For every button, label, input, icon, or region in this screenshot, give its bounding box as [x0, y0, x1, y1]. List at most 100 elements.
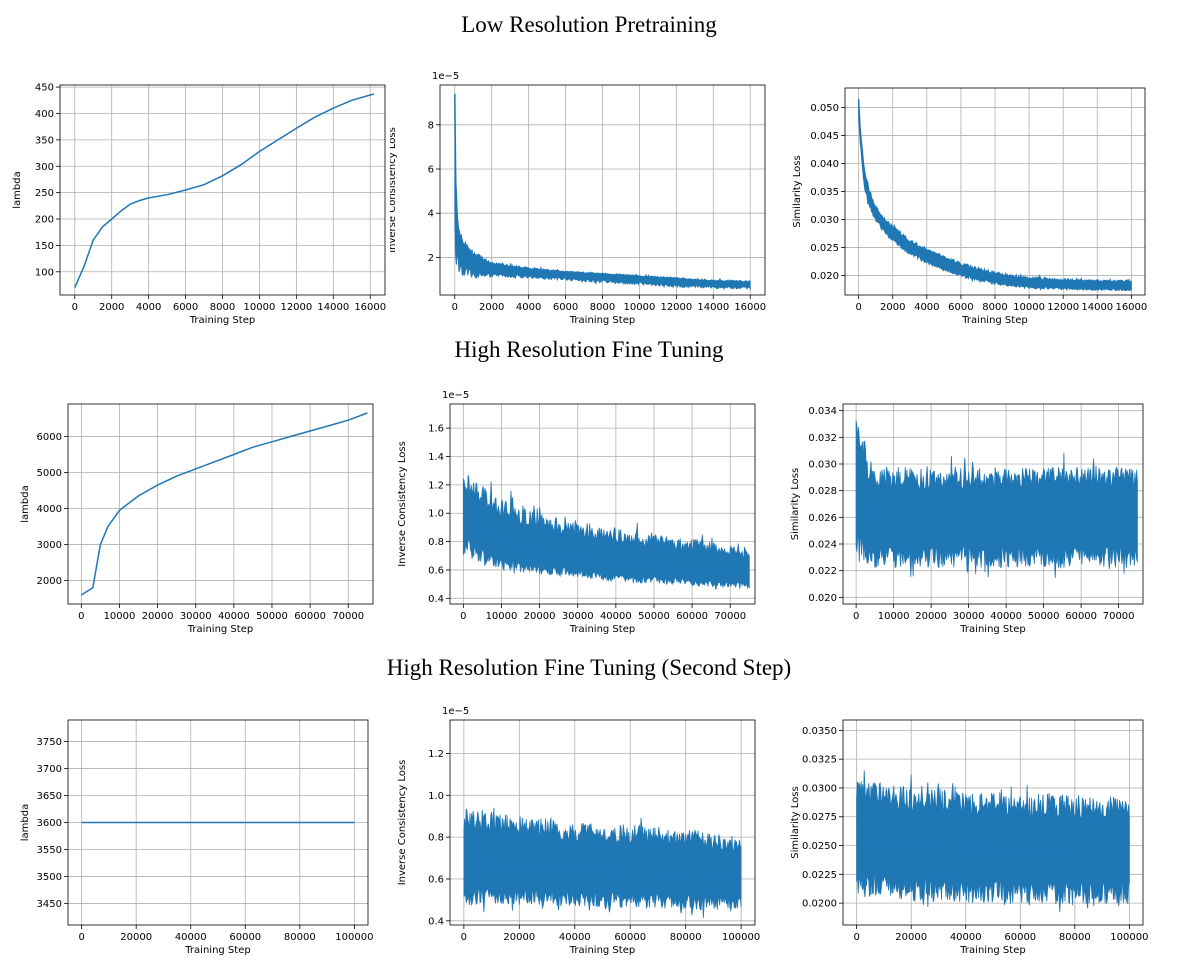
x-tick-label: 10000 — [486, 611, 518, 622]
plot-area — [462, 475, 750, 590]
plot-area — [454, 93, 751, 291]
plot-area — [74, 93, 375, 288]
series-line — [855, 490, 1138, 519]
x-tick-label: 50000 — [638, 611, 670, 622]
chart-similarity-finetuning: 0 10000 20000 30000 40000 50000 60000 70000 0.02… — [790, 403, 1144, 635]
y-tick-label: 0.045 — [810, 131, 839, 142]
x-tick-label: 8000 — [210, 302, 235, 313]
x-tick-label: 80000 — [670, 932, 702, 943]
x-tick-label: 0 — [461, 932, 467, 943]
y-tick-label: 4000 — [37, 504, 62, 515]
x-tick-label: 6000 — [948, 302, 973, 313]
series-line — [857, 99, 1132, 287]
axis-offset-label: 1e−5 — [442, 390, 469, 401]
y-tick-label: 250 — [35, 188, 54, 199]
y-tick-label: 0.8 — [428, 537, 444, 548]
y-tick-label: 0.0225 — [802, 870, 837, 881]
x-tick-label: 30000 — [562, 611, 594, 622]
x-tick-label: 12000 — [660, 302, 692, 313]
y-axis-label: lambda — [20, 804, 31, 841]
y-axis-label: lambda — [20, 485, 31, 522]
y-tick-label: 0.6 — [428, 565, 444, 576]
x-tick-label: 40000 — [600, 611, 632, 622]
chart-inverse-consistency-pretraining: 0 2000 4000 6000 8000 10000 12000 14000 16000 2 4 6… — [390, 71, 766, 326]
x-tick-label: 40000 — [218, 611, 250, 622]
x-tick-label: 60000 — [614, 932, 646, 943]
axes-frame — [842, 719, 1144, 926]
x-tick-label: 14000 — [1081, 302, 1113, 313]
series-noise-band — [855, 420, 1138, 578]
y-tick-label: 1.2 — [428, 480, 444, 491]
y-tick-label: 1.0 — [428, 791, 444, 802]
y-tick-label: 0.030 — [810, 215, 839, 226]
y-tick-label: 0.032 — [808, 433, 837, 444]
chart-inverse-consistency-finetuning: 0 10000 20000 30000 40000 50000 60000 70000 0.4 0… — [397, 390, 756, 635]
x-tick-label: 2000 — [479, 302, 504, 313]
x-tick-label: 100000 — [1110, 932, 1148, 943]
grid — [845, 88, 1145, 295]
x-tick-label: 70000 — [1103, 611, 1135, 622]
y-tick-label: 0.0200 — [802, 899, 837, 910]
x-tick-label: 0 — [78, 932, 84, 943]
x-axis-label: Training Step — [187, 624, 253, 635]
y-tick-label: 2000 — [37, 576, 62, 587]
x-tick-label: 60000 — [1004, 932, 1036, 943]
x-tick-label: 16000 — [734, 302, 766, 313]
x-tick-label: 20000 — [524, 611, 556, 622]
y-tick-label: 3650 — [37, 791, 62, 802]
x-tick-label: 10000 — [878, 611, 910, 622]
plot-area — [855, 420, 1138, 578]
x-axis-label: Training Step — [184, 945, 250, 956]
series-line — [462, 512, 750, 574]
y-tick-label: 3000 — [37, 540, 62, 551]
y-tick-label: 0.4 — [428, 594, 444, 605]
series-noise-band — [462, 475, 750, 590]
section-title-1: Low Resolution Pretraining — [461, 12, 717, 37]
x-tick-label: 60000 — [676, 611, 708, 622]
x-tick-label: 8000 — [982, 302, 1007, 313]
grid — [68, 404, 373, 604]
x-tick-label: 70000 — [714, 611, 746, 622]
y-tick-label: 450 — [35, 83, 54, 94]
section-title-2: High Resolution Fine Tuning — [454, 337, 724, 362]
x-tick-label: 0 — [853, 611, 859, 622]
y-tick-label: 200 — [35, 215, 54, 226]
y-tick-label: 0.8 — [428, 833, 444, 844]
y-tick-label: 6000 — [37, 432, 62, 443]
x-tick-label: 2000 — [99, 302, 124, 313]
series-noise-band — [463, 807, 742, 918]
grid — [440, 85, 765, 295]
x-axis-label: Training Step — [189, 315, 255, 326]
x-tick-label: 4000 — [136, 302, 161, 313]
y-tick-label: 3600 — [37, 818, 62, 829]
y-tick-label: 1.0 — [428, 509, 444, 520]
axes-frame — [67, 403, 374, 605]
y-tick-label: 0.025 — [810, 243, 839, 254]
x-tick-label: 20000 — [120, 932, 152, 943]
y-axis-label: lambda — [12, 171, 23, 208]
y-tick-label: 350 — [35, 135, 54, 146]
y-tick-label: 3550 — [37, 845, 62, 856]
plot-area — [857, 99, 1132, 292]
y-tick-label: 6 — [428, 165, 434, 176]
x-tick-label: 20000 — [503, 932, 535, 943]
y-tick-label: 0.0325 — [802, 755, 837, 766]
y-axis-label: Similarity Loss — [790, 786, 801, 858]
x-tick-label: 0 — [452, 302, 458, 313]
y-tick-label: 5000 — [37, 468, 62, 479]
x-tick-label: 20000 — [895, 932, 927, 943]
y-tick-label: 3700 — [37, 764, 62, 775]
chart-similarity-second-step: 0 20000 40000 60000 80000 100000 0.0200 0.0225 0… — [790, 719, 1148, 956]
x-tick-label: 60000 — [1065, 611, 1097, 622]
y-tick-label: 300 — [35, 162, 54, 173]
x-tick-label: 0 — [853, 932, 859, 943]
x-tick-label: 16000 — [1115, 302, 1147, 313]
x-tick-label: 2000 — [880, 302, 905, 313]
x-tick-label: 0 — [460, 611, 466, 622]
y-tick-label: 400 — [35, 109, 54, 120]
x-tick-label: 50000 — [256, 611, 288, 622]
x-tick-label: 60000 — [229, 932, 261, 943]
y-tick-label: 4 — [428, 209, 434, 220]
chart-similarity-pretraining: 0 2000 4000 6000 8000 10000 12000 14000 16000 0.0… — [792, 87, 1147, 326]
x-axis-label: Training Step — [959, 624, 1025, 635]
